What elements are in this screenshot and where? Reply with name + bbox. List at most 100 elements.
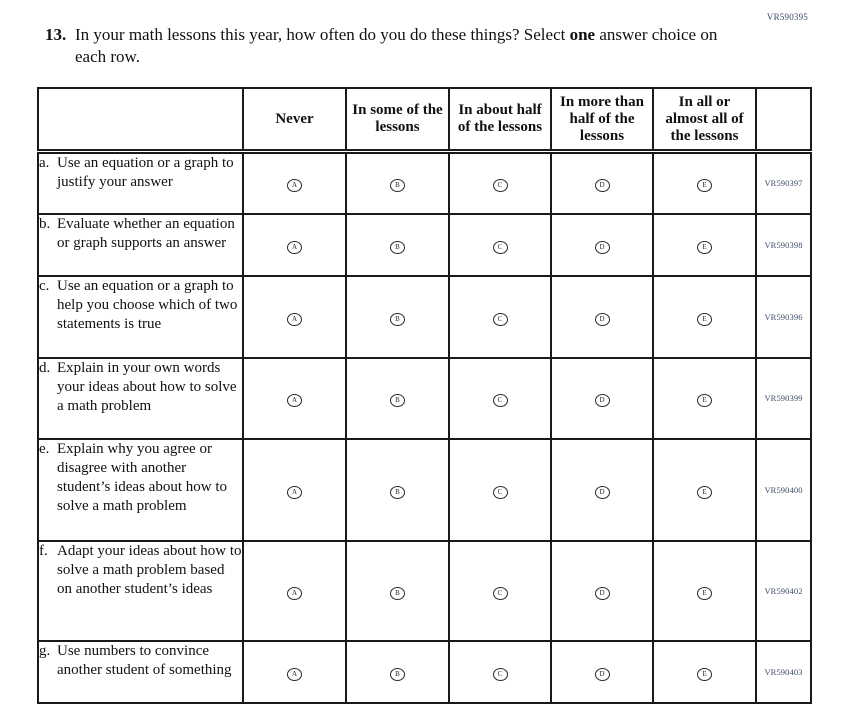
option-bubble-e[interactable]: E [697,667,712,681]
question-text-bold-word: one [569,25,596,44]
option-cell-some[interactable]: B [345,639,450,704]
option-cell-never[interactable]: A [242,437,347,542]
option-bubble-d[interactable]: D [594,485,610,499]
header-about-half-of-lessons: In about half of the lessons [448,87,552,154]
option-cell-some[interactable]: B [345,356,450,440]
option-cell-all-or-almost-all[interactable]: E [652,539,757,642]
question-text: In your math lessons this year, how ofte… [75,24,725,68]
option-cell-all-or-almost-all[interactable]: E [652,274,757,359]
option-bubble-a[interactable]: A [287,586,302,600]
row-letter: g. [39,642,51,659]
option-cell-more-than-half[interactable]: D [550,539,654,642]
row-label-cell: c. Use an equation or a graph to help yo… [37,274,244,359]
option-cell-all-or-almost-all[interactable]: E [652,437,757,542]
row-label-cell: f. Adapt your ideas about how to solve a… [37,539,244,642]
option-cell-more-than-half[interactable]: D [550,212,654,277]
option-bubble-a[interactable]: A [287,667,302,681]
option-cell-about-half[interactable]: C [448,639,552,704]
row-text: Explain in your own words your ideas abo… [57,359,237,414]
option-cell-some[interactable]: B [345,539,450,642]
option-cell-more-than-half[interactable]: D [550,639,654,704]
option-bubble-e[interactable]: E [697,179,712,193]
header-some-of-lessons: In some of the lessons [345,87,450,154]
question-block: 13. In your math lessons this year, how … [45,24,725,68]
option-cell-about-half[interactable]: C [448,356,552,440]
option-cell-never[interactable]: A [242,150,347,215]
option-bubble-b[interactable]: B [390,240,405,254]
option-bubble-c[interactable]: C [492,179,508,193]
option-bubble-a[interactable]: A [287,240,302,254]
row-label-cell: a. Use an equation or a graph to justify… [37,150,244,215]
option-cell-never[interactable]: A [242,274,347,359]
option-cell-never[interactable]: A [242,539,347,642]
row-code: VR590398 [755,212,812,277]
option-cell-about-half[interactable]: C [448,274,552,359]
option-cell-all-or-almost-all[interactable]: E [652,356,757,440]
option-bubble-e[interactable]: E [697,240,712,254]
option-bubble-b[interactable]: B [390,586,405,600]
option-cell-about-half[interactable]: C [448,212,552,277]
option-bubble-c[interactable]: C [492,485,508,499]
option-cell-about-half[interactable]: C [448,539,552,642]
table-row: c. Use an equation or a graph to help yo… [37,274,812,359]
row-letter: b. [39,215,51,232]
option-bubble-b[interactable]: B [390,667,405,681]
option-bubble-c[interactable]: C [492,240,508,254]
option-bubble-c[interactable]: C [492,394,508,407]
header-all-or-almost-all-of-lessons: In all or almost all of the lessons [652,87,757,154]
option-bubble-d[interactable]: D [594,667,610,681]
row-code: VR590403 [755,639,812,704]
option-bubble-d[interactable]: D [594,240,610,254]
option-bubble-d[interactable]: D [594,586,610,600]
option-cell-more-than-half[interactable]: D [550,274,654,359]
option-bubble-b[interactable]: B [390,485,405,499]
question-text-suffix: answer choice on each row. [75,25,718,66]
option-cell-all-or-almost-all[interactable]: E [652,639,757,704]
option-cell-some[interactable]: B [345,274,450,359]
option-cell-more-than-half[interactable]: D [550,437,654,542]
option-bubble-a[interactable]: A [287,312,302,326]
frequency-matrix-table: Never In some of the lessons In about ha… [37,87,812,704]
option-bubble-e[interactable]: E [697,586,712,600]
option-cell-more-than-half[interactable]: D [550,356,654,440]
row-letter: d. [39,359,51,376]
option-bubble-d[interactable]: D [594,394,610,407]
row-label-cell: g. Use numbers to convince another stude… [37,639,244,704]
option-bubble-e[interactable]: E [697,394,712,407]
row-text: Evaluate whether an equation or graph su… [57,215,235,251]
option-bubble-c[interactable]: C [492,586,508,600]
table-row: e. Explain why you agree or disagree wit… [37,437,812,542]
option-cell-all-or-almost-all[interactable]: E [652,212,757,277]
option-cell-some[interactable]: B [345,437,450,542]
option-bubble-d[interactable]: D [594,312,610,326]
option-cell-never[interactable]: A [242,212,347,277]
option-bubble-a[interactable]: A [287,179,302,193]
question-number: 13. [45,25,67,44]
row-text: Adapt your ideas about how to solve a ma… [57,542,242,597]
row-text: Use an equation or a graph to help you c… [57,277,238,332]
header-empty-label-column [37,87,244,154]
row-letter: c. [39,277,50,294]
row-text: Use an equation or a graph to justify yo… [57,155,234,190]
option-bubble-a[interactable]: A [287,485,302,499]
option-bubble-a[interactable]: A [287,394,302,407]
option-cell-all-or-almost-all[interactable]: E [652,150,757,215]
option-cell-about-half[interactable]: C [448,150,552,215]
option-cell-some[interactable]: B [345,212,450,277]
option-bubble-b[interactable]: B [390,394,405,407]
option-bubble-c[interactable]: C [492,312,508,326]
option-cell-never[interactable]: A [242,356,347,440]
option-bubble-d[interactable]: D [594,179,610,193]
row-code: VR590400 [755,437,812,542]
option-bubble-b[interactable]: B [390,312,405,326]
option-bubble-b[interactable]: B [390,179,405,193]
option-cell-some[interactable]: B [345,150,450,215]
option-cell-about-half[interactable]: C [448,437,552,542]
option-bubble-e[interactable]: E [697,312,712,326]
option-cell-more-than-half[interactable]: D [550,150,654,215]
option-cell-never[interactable]: A [242,639,347,704]
row-letter: f. [39,542,48,559]
option-bubble-e[interactable]: E [697,485,712,499]
option-bubble-c[interactable]: C [492,667,508,681]
